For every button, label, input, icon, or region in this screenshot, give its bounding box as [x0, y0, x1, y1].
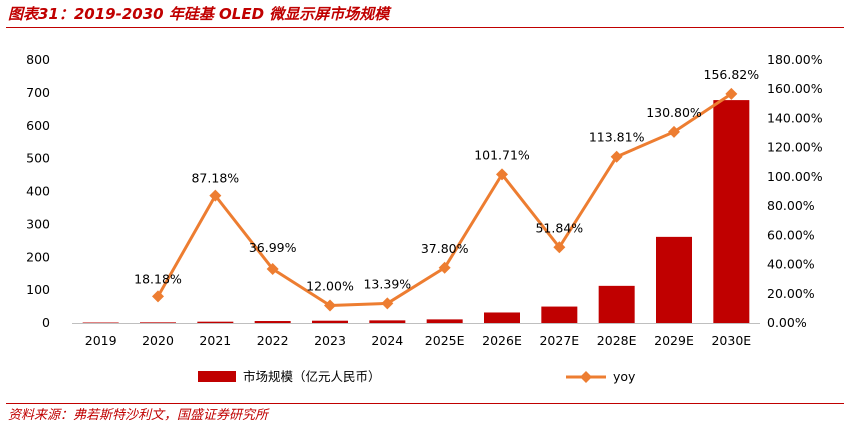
- yoy-label-2022: 36.99%: [249, 240, 297, 255]
- yoy-label-2021: 87.18%: [191, 171, 239, 186]
- x-tick-label: 2028E: [597, 333, 637, 348]
- x-tick-label: 2025E: [425, 333, 465, 348]
- bar-2021: [197, 321, 234, 323]
- x-tick-label: 2027E: [539, 333, 579, 348]
- yoy-point-2025E: [438, 261, 451, 274]
- bar-series: [82, 100, 750, 324]
- x-tick-label: 2020: [142, 333, 174, 348]
- yoy-label-2020: 18.18%: [134, 271, 182, 286]
- right-tick-label: 20.00%: [767, 286, 815, 301]
- yoy-data-labels: 18.18% 87.18% 36.99% 12.00% 13.39% 37.80% 101.…: [134, 67, 759, 294]
- yoy-label-2030E: 156.82%: [704, 67, 760, 82]
- yoy-point-2026E: [496, 168, 508, 181]
- yoy-point-2028E: [610, 150, 623, 163]
- x-tick-label: 2021: [199, 333, 231, 348]
- title-rule: [6, 27, 844, 28]
- left-axis: 0 100 200 300 400 500 600 700 800: [26, 52, 50, 330]
- yoy-label-2024: 13.39%: [363, 276, 411, 291]
- bar-2030E: [713, 100, 750, 323]
- legend-bar-label: 市场规模（亿元人民币）: [243, 369, 381, 384]
- bar-2019: [82, 322, 119, 324]
- yoy-label-2026E: 101.71%: [474, 147, 530, 162]
- left-tick-label: 400: [26, 184, 50, 199]
- right-tick-label: 80.00%: [767, 198, 815, 213]
- yoy-point-2024: [381, 297, 394, 310]
- left-tick-label: 500: [26, 151, 50, 166]
- bar-2027E: [541, 306, 578, 323]
- yoy-label-2028E: 113.81%: [589, 130, 645, 145]
- yoy-point-2029E: [668, 125, 680, 138]
- bar-2024: [369, 320, 406, 323]
- bar-2022: [254, 321, 291, 323]
- x-tick-label: 2030E: [711, 333, 751, 348]
- legend-bar-swatch: [198, 371, 236, 382]
- x-tick-label: 2026E: [482, 333, 522, 348]
- x-axis: 2019 2020 2021 2022 2023 2024 2025E 2026E 2027E 2…: [85, 333, 752, 348]
- yoy-point-2021: [209, 189, 222, 202]
- right-tick-label: 100.00%: [767, 169, 823, 184]
- bar-2025E: [426, 319, 463, 323]
- left-tick-label: 300: [26, 216, 50, 231]
- yoy-label-2029E: 130.80%: [646, 105, 702, 120]
- yoy-point-2022: [266, 262, 279, 275]
- yoy-label-2027E: 51.84%: [535, 220, 583, 235]
- x-tick-label: 2029E: [654, 333, 694, 348]
- bar-2026E: [484, 312, 520, 323]
- yoy-label-2025E: 37.80%: [421, 241, 469, 256]
- source-rule: [6, 403, 844, 404]
- x-tick-label: 2022: [257, 333, 289, 348]
- x-tick-label: 2019: [85, 333, 117, 348]
- right-tick-label: 0.00%: [767, 315, 807, 330]
- yoy-point-2027E: [553, 241, 566, 254]
- left-tick-label: 200: [26, 249, 50, 264]
- left-tick-label: 800: [26, 52, 50, 67]
- yoy-point-2020: [152, 290, 164, 303]
- right-tick-label: 40.00%: [767, 257, 815, 272]
- right-tick-label: 160.00%: [767, 81, 823, 96]
- figure-title: 图表31：2019-2030 年硅基 OLED 微显示屏市场规模: [8, 5, 390, 23]
- legend-line-label: yoy: [613, 369, 636, 384]
- right-tick-label: 120.00%: [767, 140, 823, 155]
- x-tick-label: 2023: [314, 333, 346, 348]
- left-tick-label: 600: [26, 118, 50, 133]
- left-tick-label: 100: [26, 282, 50, 297]
- yoy-point-2023: [324, 299, 336, 312]
- source-note: 资料来源：弗若斯特沙利文，国盛证券研究所: [8, 408, 269, 423]
- right-axis: 0.00% 20.00% 40.00% 60.00% 80.00% 100.00% 120.…: [767, 52, 823, 330]
- right-tick-label: 140.00%: [767, 110, 823, 125]
- yoy-point-2030E: [725, 87, 738, 100]
- right-tick-label: 180.00%: [767, 52, 823, 67]
- legend-line-marker: [580, 371, 592, 383]
- x-tick-label: 2024: [371, 333, 403, 348]
- left-tick-label: 700: [26, 85, 50, 100]
- bar-2028E: [598, 285, 635, 323]
- right-tick-label: 60.00%: [767, 227, 815, 242]
- left-tick-label: 0: [42, 315, 50, 330]
- bar-2020: [140, 322, 176, 324]
- bar-2023: [312, 320, 348, 323]
- yoy-label-2023: 12.00%: [306, 278, 354, 293]
- yoy-line-series: [152, 87, 738, 312]
- bar-2029E: [656, 236, 692, 323]
- legend: 市场规模（亿元人民币） yoy: [198, 369, 636, 384]
